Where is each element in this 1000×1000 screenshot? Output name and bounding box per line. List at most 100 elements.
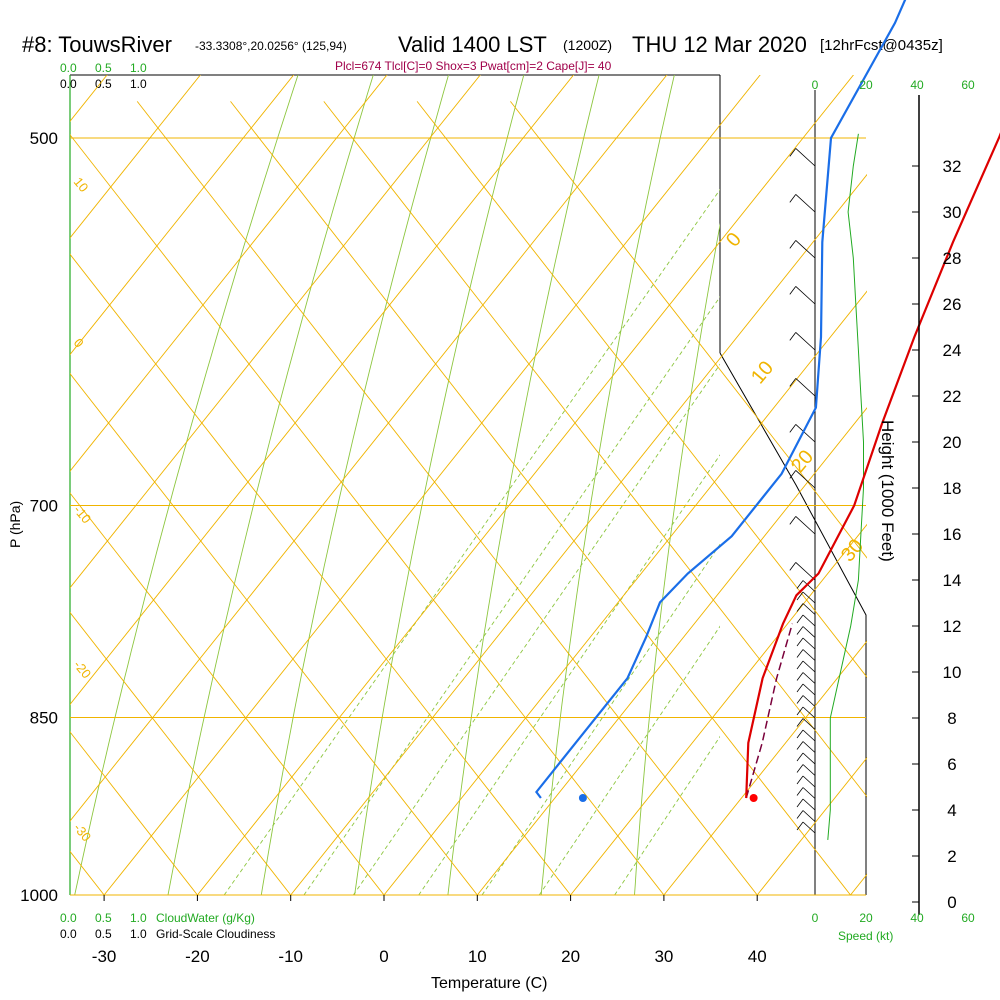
isotherm-line xyxy=(663,640,867,895)
wind-barb-flag xyxy=(796,821,804,831)
dry-adiabat-orange-line xyxy=(416,101,867,679)
speed-tick-top: 60 xyxy=(961,78,975,92)
surface-dewpoint-point xyxy=(578,793,587,802)
wind-barb-shaft xyxy=(802,591,816,604)
top-scale-cloudwater: 0.0 0.5 1.0 xyxy=(60,61,147,75)
mixing-ratio-label: 12 xyxy=(533,901,547,916)
svg-text:1.0: 1.0 xyxy=(130,77,147,91)
wind-barb-shaft xyxy=(802,729,816,742)
svg-text:0.0: 0.0 xyxy=(60,77,77,91)
wind-barb-shaft xyxy=(802,637,816,650)
isotherm-line xyxy=(383,290,867,895)
height-tick-label: 30 xyxy=(943,203,962,222)
dry-adiabat-orange-line xyxy=(70,134,665,895)
mixing-ratio-line xyxy=(481,543,720,895)
height-tick-label: 18 xyxy=(943,479,962,498)
wind-barb-shaft xyxy=(802,787,816,799)
isotherm-label: 30 xyxy=(837,535,868,566)
pressure-tick-label: 1000 xyxy=(20,886,58,905)
wind-barb-flag xyxy=(789,424,797,433)
dry-adiabat-line xyxy=(634,222,720,895)
svg-text:1.0: 1.0 xyxy=(130,911,147,925)
stability-indices: Plcl=674 Tlcl[C]=0 Shox=3 Pwat[cm]=2 Cap… xyxy=(335,59,612,73)
wind-barb-flag xyxy=(796,603,804,612)
wind-barb-shaft xyxy=(795,332,816,351)
wind-barb-shaft xyxy=(802,695,816,707)
height-tick-label: 10 xyxy=(943,663,962,682)
x-tick-label: 10 xyxy=(468,947,487,966)
wind-barb-flag xyxy=(796,637,804,647)
wind-barb-shaft xyxy=(795,424,816,443)
isotherm-line xyxy=(197,75,854,895)
height-tick-label: 16 xyxy=(943,525,962,544)
wind-barb-shaft xyxy=(802,580,816,592)
dry-adiabat-orange-line xyxy=(70,372,478,895)
mixing-ratio-label: 5 xyxy=(413,901,420,916)
isotherm-line xyxy=(70,75,575,706)
isotherm-line xyxy=(0,0,569,895)
dry-adiabat-orange-line xyxy=(70,611,292,895)
wind-barb-shaft xyxy=(802,775,816,788)
mixing-ratio-line xyxy=(538,625,720,895)
svg-text:0.5: 0.5 xyxy=(95,927,112,941)
wind-barb-flag xyxy=(796,580,804,589)
cloudiness-legend: Grid-Scale Cloudiness xyxy=(156,927,275,941)
dry-adiabat-orange-line xyxy=(230,101,851,895)
isotherm-line xyxy=(70,75,388,472)
top-scale-cloudiness: 0.0 0.5 1.0 xyxy=(60,77,147,91)
x-tick-label: -20 xyxy=(185,947,210,966)
isotherm-line xyxy=(0,0,476,895)
height-tick-label: 0 xyxy=(947,893,956,912)
height-tick-label: 6 xyxy=(947,755,956,774)
pressure-tick-label: 700 xyxy=(30,496,58,515)
wind-barbs xyxy=(789,148,816,834)
wind-barb-flag xyxy=(789,470,797,479)
wind-barb-shaft xyxy=(795,286,816,305)
isotherm-line xyxy=(70,75,295,356)
wind-barb-flag xyxy=(796,752,804,762)
height-tick-label: 22 xyxy=(943,387,962,406)
wind-barb-flag xyxy=(796,787,804,796)
valid-time: Valid 1400 LST xyxy=(398,32,547,57)
svg-text:0.5: 0.5 xyxy=(95,61,112,75)
mixing-ratio-line xyxy=(303,296,720,895)
isotherm-label-left: 10 xyxy=(71,174,92,195)
svg-text:1.0: 1.0 xyxy=(130,61,147,75)
wind-barb-flag xyxy=(796,660,804,670)
wind-barb-shaft xyxy=(802,752,816,765)
isotherm-label: 0 xyxy=(722,229,746,252)
speed-tick-bottom: 20 xyxy=(859,911,873,925)
wind-barb-shaft xyxy=(802,764,816,776)
wind-barb-shaft xyxy=(795,470,816,489)
wind-barb-flag xyxy=(796,649,804,658)
wind-barb-shaft xyxy=(802,706,816,719)
mixing-ratio-label: 20 xyxy=(609,901,623,916)
height-axis-label: Height (1000 Feet) xyxy=(878,420,897,562)
speed-axis-label: Speed (kt) xyxy=(838,929,893,943)
dry-adiabat-orange-line xyxy=(70,731,198,895)
wind-barb-flag xyxy=(796,741,804,750)
height-tick-label: 28 xyxy=(943,249,962,268)
wind-barb-shaft xyxy=(802,603,816,615)
wind-barb-flag xyxy=(789,332,797,341)
dry-adiabat-line xyxy=(821,0,1000,895)
surface-temperature-point xyxy=(749,793,758,802)
isotherm-label-left: 0 xyxy=(71,335,87,350)
wind-barb-shaft xyxy=(802,810,816,822)
svg-text:0.0: 0.0 xyxy=(60,927,77,941)
isotherm-line xyxy=(70,75,108,122)
isotherm-line xyxy=(570,523,867,895)
height-tick-label: 8 xyxy=(947,709,956,728)
temperature-line xyxy=(745,132,1000,799)
mixing-ratio-line xyxy=(352,363,720,895)
parcel-line xyxy=(745,623,794,799)
wind-barb-flag xyxy=(796,706,804,716)
temperature-axis-label: Temperature (C) xyxy=(431,975,547,992)
dry-adiabat-orange-line xyxy=(70,253,571,895)
wind-barb-flag xyxy=(796,810,804,819)
x-tick-label: 0 xyxy=(379,947,388,966)
wind-barb-shaft xyxy=(802,672,816,684)
wind-barb-flag xyxy=(796,798,804,808)
dry-adiabat-orange-line xyxy=(0,101,11,895)
